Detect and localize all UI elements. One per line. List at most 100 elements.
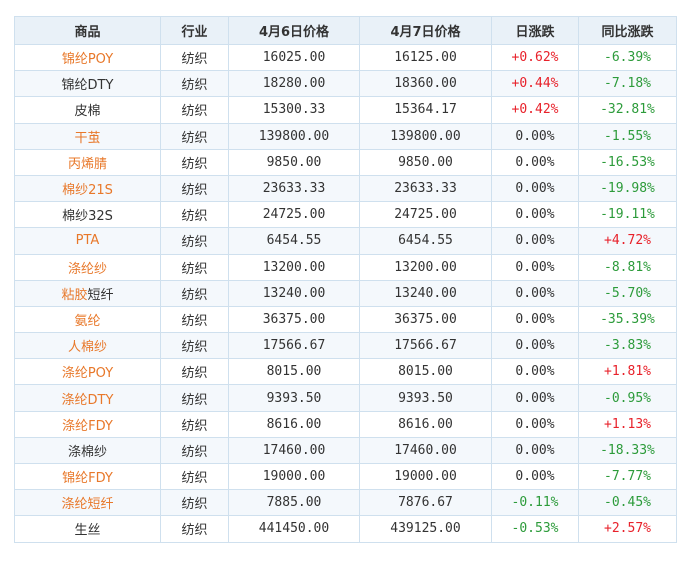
- daily-change-cell: +0.62%: [491, 43, 579, 72]
- commodity-name-cell: 涤纶POY: [14, 358, 161, 386]
- daily-change-cell: 0.00%: [491, 410, 579, 438]
- yoy-change-cell: -19.98%: [578, 174, 677, 203]
- price-apr7-cell: 139800.00: [359, 122, 492, 150]
- commodity-name-cell: 氨纶: [14, 305, 161, 334]
- industry-cell: 纺织: [160, 410, 229, 438]
- price-apr7-cell: 6454.55: [359, 227, 492, 255]
- daily-change-cell: 0.00%: [491, 279, 579, 307]
- industry-cell: 纺织: [160, 70, 229, 98]
- commodity-name-cell: 人棉纱: [14, 332, 161, 360]
- column-header-daily-change: 日涨跌: [491, 16, 579, 45]
- daily-change-cell: 0.00%: [491, 201, 579, 229]
- commodity-link[interactable]: 涤纶短纤: [61, 497, 114, 513]
- price-apr6-cell: 17460.00: [228, 436, 360, 465]
- price-apr6-cell: 6454.55: [228, 227, 360, 255]
- yoy-change-cell: -16.53%: [578, 148, 677, 176]
- table-row: PTA 纺织 6454.55 6454.55 0.00% +4.72%: [14, 227, 677, 255]
- commodity-price-table: 商品 行业 4月6日价格 4月7日价格 日涨跌 同比涨跌 锦纶POY 纺织 1602…: [14, 16, 677, 543]
- commodity-link[interactable]: 粘胶: [61, 287, 88, 303]
- price-apr7-cell: 23633.33: [359, 174, 492, 203]
- yoy-change-cell: -5.70%: [578, 279, 677, 307]
- commodity-link[interactable]: 干茧: [74, 130, 101, 146]
- daily-change-cell: +0.42%: [491, 96, 579, 124]
- commodity-name: 锦纶DTY: [61, 78, 114, 94]
- yoy-change-cell: -32.81%: [578, 96, 677, 124]
- price-apr7-cell: 9850.00: [359, 148, 492, 176]
- commodity-link[interactable]: 棉纱21S: [62, 183, 113, 199]
- daily-change-cell: 0.00%: [491, 122, 579, 150]
- daily-change-cell: 0.00%: [491, 436, 579, 465]
- price-apr7-cell: 17566.67: [359, 332, 492, 360]
- commodity-link[interactable]: 涤纶FDY: [62, 418, 113, 434]
- daily-change-cell: -0.11%: [491, 489, 579, 517]
- commodity-name-cell: 涤纶FDY: [14, 410, 161, 438]
- daily-change-cell: 0.00%: [491, 332, 579, 360]
- price-apr6-cell: 16025.00: [228, 43, 360, 72]
- industry-cell: 纺织: [160, 43, 229, 72]
- commodity-link[interactable]: 锦纶FDY: [62, 471, 113, 487]
- industry-cell: 纺织: [160, 436, 229, 465]
- price-apr6-cell: 9393.50: [228, 384, 360, 412]
- table-row: 粘胶短纤 纺织 13240.00 13240.00 0.00% -5.70%: [14, 279, 677, 307]
- industry-cell: 纺织: [160, 489, 229, 517]
- commodity-link[interactable]: 涤纶纱: [67, 261, 107, 277]
- yoy-change-cell: +1.81%: [578, 358, 677, 386]
- price-apr6-cell: 9850.00: [228, 148, 360, 176]
- price-apr7-cell: 16125.00: [359, 43, 492, 72]
- industry-cell: 纺织: [160, 201, 229, 229]
- industry-cell: 纺织: [160, 253, 229, 281]
- yoy-change-cell: +1.13%: [578, 410, 677, 438]
- commodity-name: 生丝: [74, 523, 101, 539]
- commodity-name-cell: 棉纱21S: [14, 174, 161, 203]
- commodity-name: 棉纱32S: [62, 209, 113, 225]
- table-row: 氨纶 纺织 36375.00 36375.00 0.00% -35.39%: [14, 305, 677, 334]
- commodity-link[interactable]: 丙烯腈: [67, 156, 107, 172]
- price-apr6-cell: 8616.00: [228, 410, 360, 438]
- yoy-change-cell: -35.39%: [578, 305, 677, 334]
- industry-cell: 纺织: [160, 384, 229, 412]
- yoy-change-cell: -7.18%: [578, 70, 677, 98]
- industry-cell: 纺织: [160, 462, 229, 491]
- commodity-link[interactable]: PTA: [75, 233, 100, 249]
- column-header-commodity: 商品: [14, 16, 161, 45]
- commodity-name-cell: 粘胶短纤: [14, 279, 161, 307]
- yoy-change-cell: +4.72%: [578, 227, 677, 255]
- industry-cell: 纺织: [160, 148, 229, 176]
- price-apr7-cell: 15364.17: [359, 96, 492, 124]
- price-apr6-cell: 13240.00: [228, 279, 360, 307]
- industry-cell: 纺织: [160, 122, 229, 150]
- daily-change-cell: +0.44%: [491, 70, 579, 98]
- yoy-change-cell: +2.57%: [578, 515, 677, 543]
- column-header-price-apr6: 4月6日价格: [228, 16, 360, 45]
- price-apr7-cell: 13200.00: [359, 253, 492, 281]
- commodity-link[interactable]: 锦纶POY: [61, 52, 114, 68]
- yoy-change-cell: -1.55%: [578, 122, 677, 150]
- commodity-link[interactable]: 氨纶: [74, 313, 101, 329]
- commodity-name-cell: 皮棉: [14, 96, 161, 124]
- industry-cell: 纺织: [160, 305, 229, 334]
- daily-change-cell: 0.00%: [491, 253, 579, 281]
- commodity-link[interactable]: 涤纶POY: [61, 366, 114, 382]
- yoy-change-cell: -19.11%: [578, 201, 677, 229]
- commodity-link[interactable]: 人棉纱: [67, 340, 107, 356]
- table-row: 棉纱21S 纺织 23633.33 23633.33 0.00% -19.98%: [14, 174, 677, 203]
- price-apr6-cell: 139800.00: [228, 122, 360, 150]
- industry-cell: 纺织: [160, 227, 229, 255]
- table-row: 锦纶FDY 纺织 19000.00 19000.00 0.00% -7.77%: [14, 462, 677, 491]
- commodity-name: 涤棉纱: [67, 444, 107, 460]
- industry-cell: 纺织: [160, 358, 229, 386]
- price-apr7-cell: 9393.50: [359, 384, 492, 412]
- commodity-name-cell: 涤纶短纤: [14, 489, 161, 517]
- table-body: 锦纶POY 纺织 16025.00 16125.00 +0.62% -6.39% 锦纶DTY…: [14, 43, 677, 543]
- industry-cell: 纺织: [160, 96, 229, 124]
- table-row: 涤纶纱 纺织 13200.00 13200.00 0.00% -8.81%: [14, 253, 677, 281]
- commodity-name-cell: 锦纶FDY: [14, 462, 161, 491]
- price-apr7-cell: 18360.00: [359, 70, 492, 98]
- commodity-link[interactable]: 涤纶DTY: [61, 392, 114, 408]
- daily-change-cell: 0.00%: [491, 384, 579, 412]
- table-row: 锦纶DTY 纺织 18280.00 18360.00 +0.44% -7.18%: [14, 70, 677, 98]
- table-header-row: 商品 行业 4月6日价格 4月7日价格 日涨跌 同比涨跌: [14, 16, 677, 45]
- daily-change-cell: 0.00%: [491, 148, 579, 176]
- yoy-change-cell: -0.45%: [578, 489, 677, 517]
- table-row: 皮棉 纺织 15300.33 15364.17 +0.42% -32.81%: [14, 96, 677, 124]
